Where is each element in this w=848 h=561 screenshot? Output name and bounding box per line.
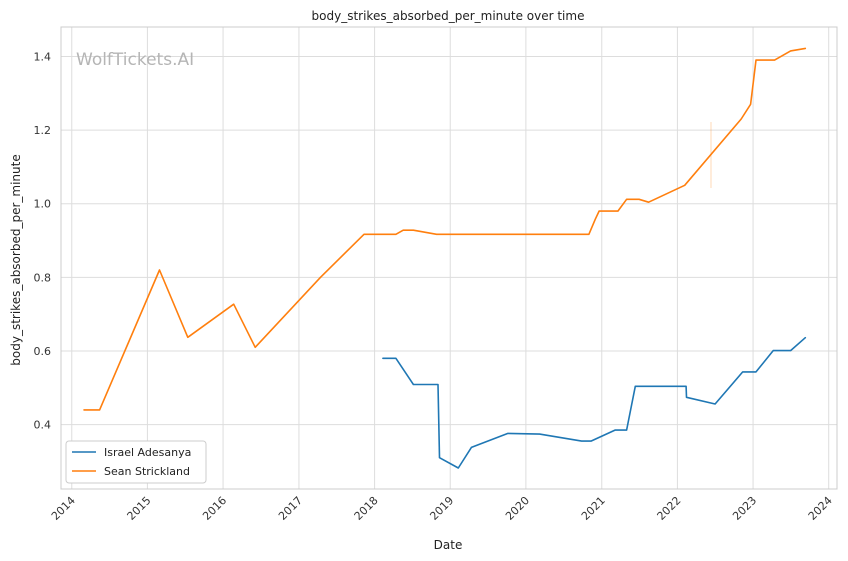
series-line-israel-adesanya bbox=[382, 336, 807, 469]
y-tick-label: 0.6 bbox=[34, 345, 52, 358]
x-axis-title: Date bbox=[434, 538, 463, 552]
plot-area bbox=[61, 27, 837, 489]
legend-label-israel-adesanya: Israel Adesanya bbox=[104, 446, 191, 459]
y-tick-label: 1.2 bbox=[34, 124, 52, 137]
legend-box bbox=[65, 440, 207, 484]
y-axis-title: body_strikes_absorbed_per_minute bbox=[9, 154, 23, 365]
y-tick-label: 0.8 bbox=[34, 271, 52, 284]
y-tick-label: 0.4 bbox=[34, 419, 52, 432]
grid bbox=[61, 27, 837, 489]
chart-title: body_strikes_absorbed_per_minute over ti… bbox=[312, 9, 585, 23]
series-lines bbox=[83, 47, 807, 469]
y-axis-ticks: 0.4 0.6 0.8 1.0 1.2 1.4 bbox=[34, 50, 52, 431]
plot-frame bbox=[60, 26, 838, 490]
watermark: WolfTickets.AI bbox=[76, 50, 194, 70]
y-tick-label: 1.0 bbox=[34, 198, 52, 211]
legend: Israel Adesanya Sean Strickland bbox=[65, 440, 207, 484]
series-line-sean-strickland bbox=[83, 47, 807, 411]
y-tick-label: 1.4 bbox=[34, 50, 52, 63]
legend-label-sean-strickland: Sean Strickland bbox=[104, 465, 190, 478]
